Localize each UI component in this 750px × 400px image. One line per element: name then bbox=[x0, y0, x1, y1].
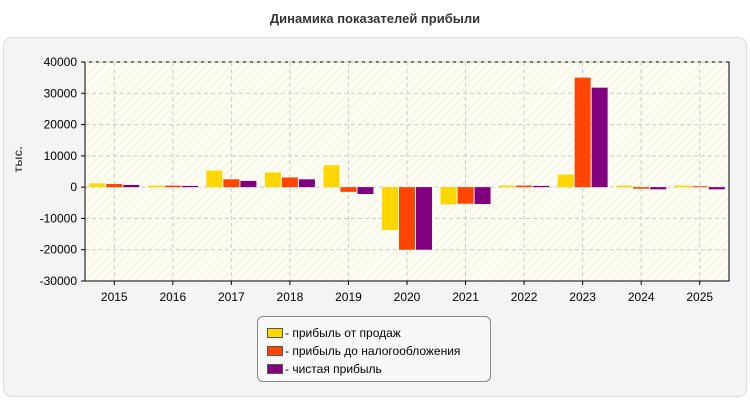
y-tick-label: 10000 bbox=[44, 149, 78, 163]
bar-2024-s2 bbox=[633, 187, 650, 189]
bar-2022-s2 bbox=[516, 185, 533, 188]
bar-2022-s3 bbox=[533, 185, 550, 188]
bar-2017-s2 bbox=[223, 179, 240, 188]
tick-labels: 40000 30000 20000 10000 0 -10000 -20000 -30000 2… bbox=[40, 55, 714, 304]
bar-2023-s1 bbox=[557, 174, 574, 188]
bar-2018-s3 bbox=[298, 179, 315, 188]
legend-item: - прибыль до налогообложения bbox=[267, 342, 490, 360]
x-tick-label: 2023 bbox=[569, 290, 596, 304]
bar-2025-s1 bbox=[674, 185, 691, 188]
bar-2016-s2 bbox=[164, 185, 181, 188]
bar-2020-s3 bbox=[416, 187, 432, 250]
y-tick-label: -20000 bbox=[40, 243, 78, 257]
bar-2016-s1 bbox=[147, 185, 164, 188]
legend-swatch bbox=[267, 346, 283, 356]
bar-2015-s1 bbox=[89, 183, 106, 188]
x-tick-label: 2021 bbox=[452, 290, 479, 304]
bar-2019-s1 bbox=[323, 165, 340, 188]
legend-item: - чистая прибыль bbox=[267, 360, 490, 378]
x-tick-label: 2018 bbox=[277, 290, 304, 304]
bar-2020-s2 bbox=[399, 187, 415, 250]
bars bbox=[89, 77, 725, 250]
x-tick-label: 2016 bbox=[159, 290, 186, 304]
bar-2019-s2 bbox=[340, 187, 357, 192]
bar-2016-s3 bbox=[181, 185, 198, 188]
legend: - прибыль от продаж - прибыль до налогооб… bbox=[257, 316, 491, 382]
bar-2018-s2 bbox=[281, 177, 298, 188]
bar-2021-s1 bbox=[440, 187, 457, 205]
x-tick-label: 2022 bbox=[511, 290, 538, 304]
y-tick-label: -30000 bbox=[40, 274, 78, 288]
x-tick-label: 2019 bbox=[335, 290, 362, 304]
x-tick-label: 2015 bbox=[101, 290, 128, 304]
bar-2024-s3 bbox=[650, 187, 667, 190]
x-tick-label: 2025 bbox=[686, 290, 713, 304]
x-tick-label: 2020 bbox=[394, 290, 421, 304]
chart-title: Динамика показателей прибыли bbox=[269, 11, 481, 26]
bar-2017-s3 bbox=[240, 180, 257, 188]
legend-label: - прибыль до налогообложения bbox=[285, 344, 461, 358]
legend-label: - прибыль от продаж bbox=[285, 326, 401, 340]
y-axis-label: тыс. bbox=[11, 146, 25, 172]
x-tick-label: 2024 bbox=[628, 290, 655, 304]
x-tick-label: 2017 bbox=[218, 290, 245, 304]
bar-2018-s1 bbox=[264, 172, 281, 188]
bar-2025-s2 bbox=[691, 186, 708, 188]
bar-2024-s1 bbox=[616, 185, 633, 188]
bar-2021-s2 bbox=[457, 187, 474, 204]
bar-2015-s3 bbox=[123, 184, 140, 188]
bar-2020-s1 bbox=[382, 187, 398, 231]
bar-2015-s2 bbox=[106, 184, 123, 188]
y-tick-label: -10000 bbox=[40, 211, 78, 225]
bar-2022-s1 bbox=[499, 185, 516, 188]
legend-item: - прибыль от продаж bbox=[267, 324, 490, 342]
y-tick-label: 20000 bbox=[44, 118, 78, 132]
bar-2021-s3 bbox=[474, 187, 491, 205]
bar-2023-s2 bbox=[574, 77, 591, 188]
bar-2023-s3 bbox=[591, 87, 608, 188]
legend-swatch bbox=[267, 364, 283, 374]
y-tick-label: 30000 bbox=[44, 86, 78, 100]
legend-label: - чистая прибыль bbox=[285, 362, 382, 376]
bar-2017-s1 bbox=[206, 170, 223, 188]
bar-2019-s3 bbox=[357, 187, 374, 195]
y-tick-label: 40000 bbox=[44, 55, 78, 69]
legend-swatch bbox=[267, 328, 283, 338]
bar-2025-s3 bbox=[708, 187, 725, 190]
y-tick-label: 0 bbox=[70, 180, 77, 194]
